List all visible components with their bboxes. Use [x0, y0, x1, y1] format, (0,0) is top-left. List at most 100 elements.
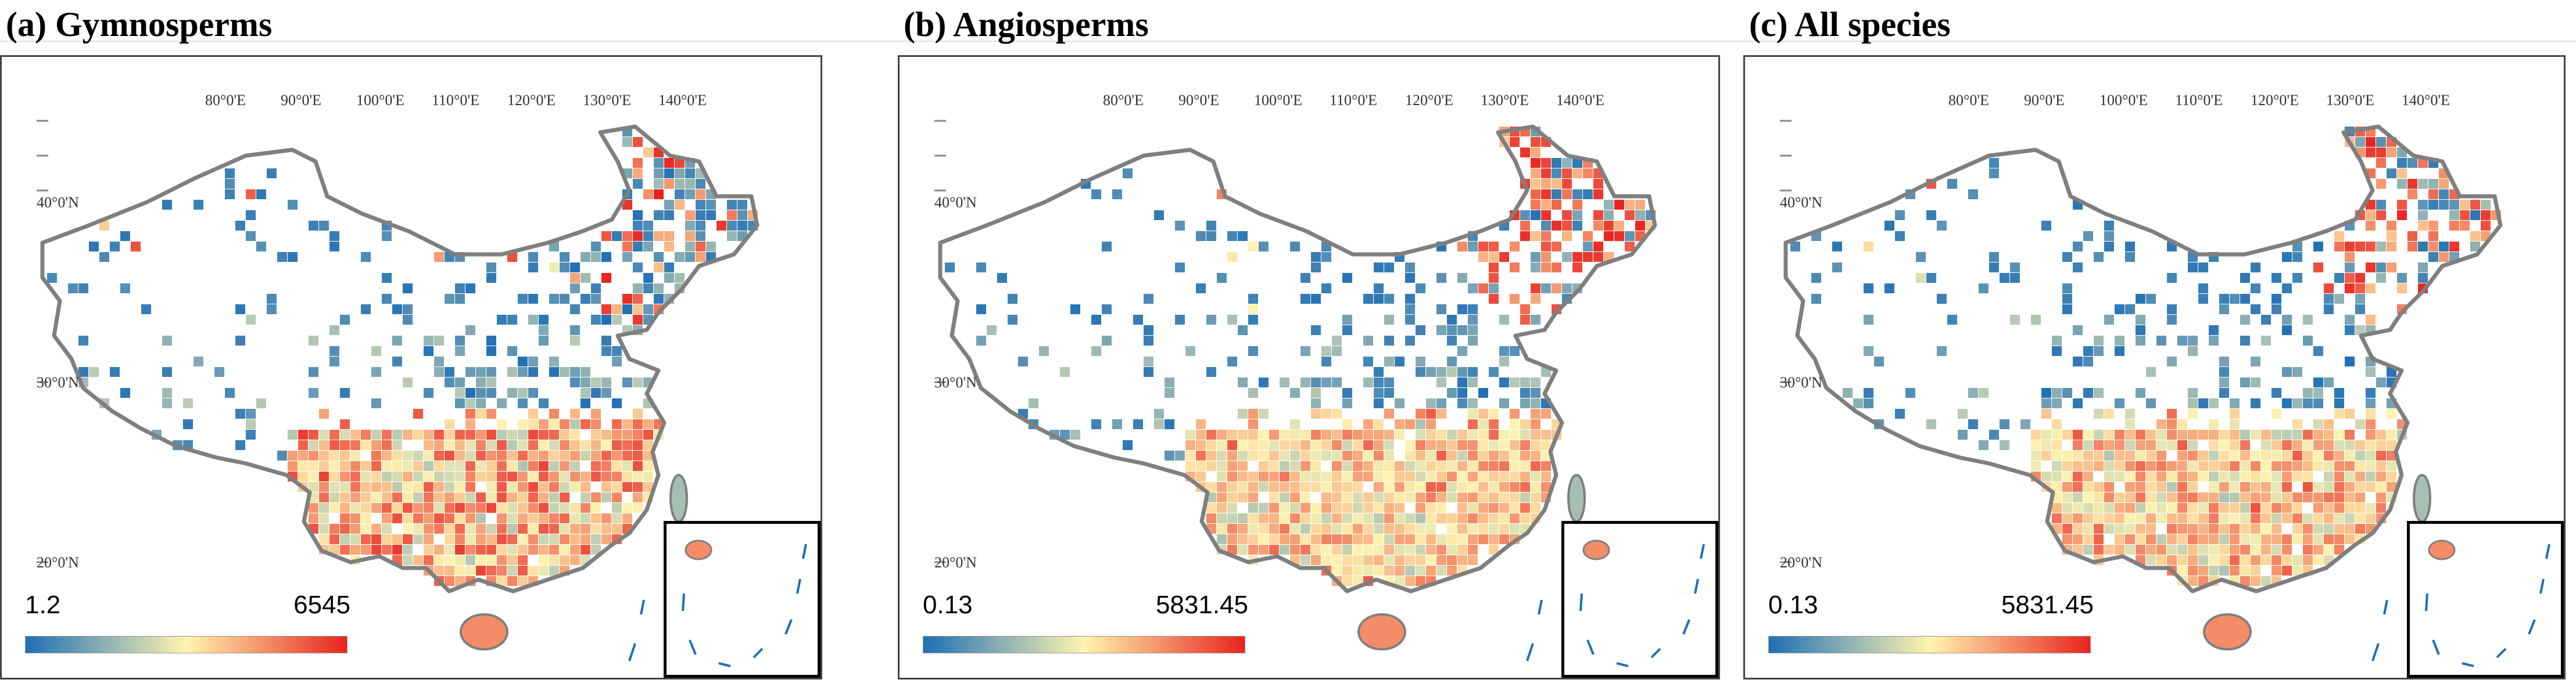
grid-cell	[1468, 524, 1478, 534]
grid-cell	[1520, 451, 1530, 461]
grid-cell	[340, 513, 350, 523]
grid-cell	[664, 231, 674, 241]
grid-cell	[1238, 430, 1248, 440]
grid-cell	[382, 513, 392, 523]
grid-cell	[235, 304, 245, 314]
grid-cell	[2167, 409, 2177, 419]
grid-cell	[424, 336, 433, 346]
grid-cell	[1353, 503, 1363, 513]
grid-cell	[1583, 189, 1593, 199]
grid-cell	[1416, 513, 1425, 523]
grid-cell	[1520, 221, 1530, 231]
grid-cell	[225, 168, 235, 178]
grid-cell	[976, 263, 986, 272]
grid-cell	[465, 409, 475, 419]
grid-cell	[2272, 503, 2281, 513]
grid-cell	[256, 242, 266, 251]
grid-cell	[2313, 346, 2323, 356]
grid-cell	[2230, 294, 2240, 304]
grid-cell	[560, 252, 569, 262]
grid-cell	[403, 451, 413, 461]
grid-cell	[612, 419, 622, 429]
grid-cell	[2188, 336, 2198, 346]
grid-cell	[2209, 336, 2219, 346]
grid-cell	[1968, 419, 1978, 429]
grid-cell	[319, 472, 329, 481]
grid-cell	[507, 430, 517, 440]
grid-cell	[465, 388, 475, 398]
grid-cell	[1541, 189, 1551, 199]
grid-cell	[696, 221, 705, 231]
grid-cell	[2366, 221, 2376, 231]
grid-cell	[549, 503, 559, 513]
grid-cell	[2198, 263, 2208, 272]
grid-cell	[371, 534, 381, 544]
grid-cell	[2376, 148, 2386, 157]
grid-cell	[424, 472, 433, 481]
grid-cell	[2334, 231, 2344, 241]
grid-cell	[2094, 388, 2104, 398]
grid-cell	[1520, 513, 1530, 523]
grid-cell	[403, 482, 413, 492]
grid-cell	[445, 294, 454, 304]
grid-cell	[2041, 451, 2051, 461]
grid-cell	[560, 451, 569, 461]
grid-cell	[1541, 231, 1551, 241]
grid-cell	[350, 440, 360, 450]
grid-cell	[2062, 304, 2072, 314]
grid-cell	[434, 440, 444, 450]
grid-cell	[434, 503, 444, 513]
grid-cell	[664, 210, 674, 220]
grid-cell	[2062, 283, 2072, 293]
grid-cell	[706, 200, 716, 210]
grid-cell	[696, 242, 705, 251]
grid-cell	[1968, 189, 1978, 199]
grid-cell	[2031, 461, 2041, 471]
grid-cell	[2313, 263, 2323, 272]
grid-cell	[340, 430, 350, 440]
grid-cell	[225, 388, 235, 398]
longitude-tick-label: 110°0'E	[2175, 92, 2223, 109]
grid-cell	[633, 283, 643, 293]
grid-cell	[1353, 482, 1363, 492]
grid-cell	[976, 304, 986, 314]
grid-cell	[2345, 503, 2355, 513]
grid-cell	[309, 482, 318, 492]
maritime-boundary-dash	[1538, 599, 1543, 615]
grid-cell	[403, 430, 413, 440]
grid-cell	[643, 273, 653, 283]
grid-cell	[382, 231, 392, 241]
grid-cell	[1280, 513, 1289, 523]
grid-cell	[1457, 555, 1467, 565]
grid-cell	[1238, 461, 1248, 471]
grid-cell	[1811, 294, 1821, 304]
grid-cell	[1552, 179, 1561, 189]
grid-cell	[486, 503, 496, 513]
grid-cell	[1489, 492, 1499, 502]
grid-cell	[1864, 242, 1873, 251]
longitude-tick-label: 110°0'E	[432, 92, 479, 109]
grid-cell	[1342, 419, 1352, 429]
grid-cell	[465, 534, 475, 544]
grid-cell	[2209, 534, 2219, 544]
grid-cell	[413, 461, 423, 471]
grid-cell	[1520, 148, 1530, 157]
grid-cell	[2397, 200, 2407, 210]
grid-cell	[2303, 461, 2313, 471]
grid-cell	[612, 461, 622, 471]
grid-cell	[1489, 461, 1499, 471]
grid-cell	[486, 440, 496, 450]
grid-cell	[2083, 513, 2093, 523]
grid-cell	[1290, 451, 1300, 461]
grid-cell	[2345, 242, 2355, 251]
grid-cell	[2188, 451, 2198, 461]
grid-cell	[1478, 440, 1488, 450]
grid-cell	[507, 524, 517, 534]
grid-cell	[2261, 534, 2271, 544]
grid-cell	[570, 503, 580, 513]
grid-cell	[1864, 315, 1873, 325]
grid-cell	[1227, 503, 1237, 513]
grid-cell	[2251, 377, 2260, 387]
grid-cell	[1457, 492, 1467, 502]
grid-cell	[434, 336, 444, 346]
